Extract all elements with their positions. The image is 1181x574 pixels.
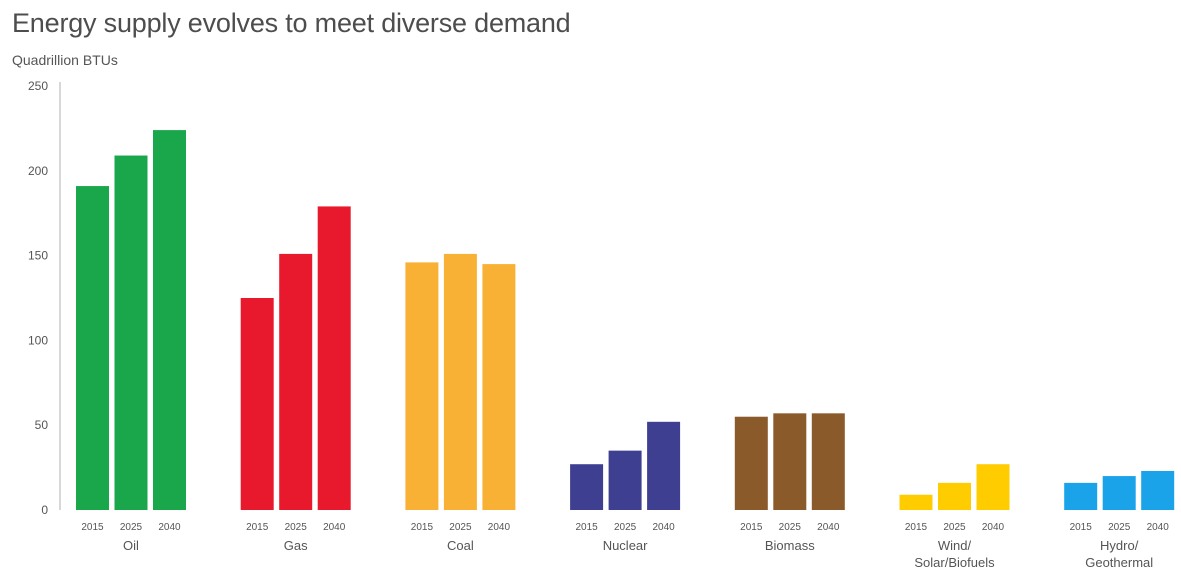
y-tick-label: 250 — [28, 79, 48, 93]
x-tick-year-label: 2040 — [652, 522, 675, 533]
chart-title: Energy supply evolves to meet diverse de… — [12, 8, 571, 38]
bar — [976, 464, 1010, 510]
category-label: Nuclear — [603, 538, 648, 553]
x-tick-year-label: 2040 — [1147, 522, 1170, 533]
bar — [153, 130, 186, 510]
x-tick-year-label: 2015 — [81, 522, 104, 533]
bar — [734, 416, 768, 510]
bar — [773, 413, 807, 510]
bar — [114, 155, 148, 510]
bar — [443, 253, 477, 511]
x-tick-year-label: 2040 — [158, 522, 181, 533]
category-label: Oil — [123, 538, 139, 553]
bar — [938, 482, 971, 510]
bar — [76, 186, 109, 510]
bar — [279, 253, 313, 511]
x-tick-year-label: 2040 — [323, 522, 346, 533]
x-tick-year-label: 2015 — [411, 522, 434, 533]
x-tick-year-label: 2015 — [246, 522, 269, 533]
x-tick-year-label: 2025 — [1108, 522, 1131, 533]
category-label: Coal — [447, 538, 474, 553]
x-tick-year-label: 2015 — [575, 522, 598, 533]
bar — [1064, 482, 1098, 510]
bar — [899, 494, 933, 510]
category-label: Hydro/ — [1100, 538, 1139, 553]
bar — [811, 413, 845, 510]
y-tick-label: 0 — [41, 503, 48, 517]
category-label: Gas — [284, 538, 308, 553]
bar — [317, 206, 351, 510]
x-tick-year-label: 2025 — [779, 522, 802, 533]
bar — [482, 264, 516, 510]
y-tick-label: 50 — [35, 418, 49, 432]
category-label: Geothermal — [1085, 555, 1153, 570]
category-label: Biomass — [765, 538, 815, 553]
chart-subtitle: Quadrillion BTUs — [12, 52, 118, 68]
bar — [240, 298, 274, 510]
x-tick-year-label: 2025 — [614, 522, 637, 533]
x-tick-year-label: 2025 — [943, 522, 966, 533]
bar — [608, 450, 642, 510]
x-tick-year-label: 2040 — [817, 522, 840, 533]
bars — [76, 130, 1175, 511]
y-tick-label: 200 — [28, 164, 48, 178]
bar — [1102, 476, 1136, 510]
y-axis: 0 50 100 150 200 250 — [28, 79, 61, 517]
x-tick-year-label: 2015 — [1070, 522, 1093, 533]
x-tick-year-label: 2040 — [982, 522, 1005, 533]
x-tick-year-label: 2025 — [449, 522, 472, 533]
category-label: Solar/Biofuels — [914, 555, 995, 570]
x-axis-labels: 2015 2025 2040 Oil 2015 2025 2040 Gas 2015 2025 20… — [81, 522, 1169, 570]
y-tick-label: 100 — [28, 333, 48, 347]
x-tick-year-label: 2015 — [905, 522, 928, 533]
bar — [647, 421, 681, 510]
bar — [405, 262, 439, 510]
bar — [570, 464, 604, 510]
category-label: Wind/ — [938, 538, 972, 553]
x-tick-year-label: 2015 — [740, 522, 763, 533]
x-tick-year-label: 2025 — [120, 522, 143, 533]
x-tick-year-label: 2025 — [285, 522, 308, 533]
y-tick-label: 150 — [28, 249, 48, 263]
x-tick-year-label: 2040 — [488, 522, 511, 533]
bar — [1141, 470, 1175, 510]
